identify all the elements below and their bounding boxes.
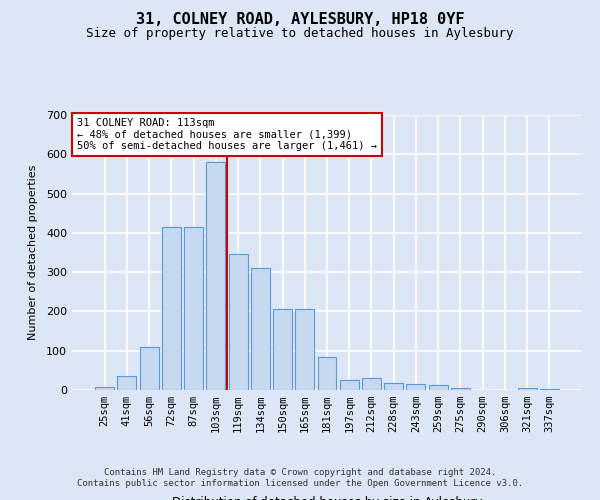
Bar bbox=[406, 384, 425, 390]
Bar bbox=[540, 389, 559, 390]
Bar bbox=[251, 268, 270, 390]
Text: 31 COLNEY ROAD: 113sqm
← 48% of detached houses are smaller (1,399)
50% of semi-: 31 COLNEY ROAD: 113sqm ← 48% of detached… bbox=[77, 118, 377, 151]
Bar bbox=[451, 388, 470, 390]
Bar bbox=[340, 380, 359, 390]
Bar bbox=[295, 310, 314, 390]
Bar bbox=[518, 388, 536, 390]
Text: 31, COLNEY ROAD, AYLESBURY, HP18 0YF: 31, COLNEY ROAD, AYLESBURY, HP18 0YF bbox=[136, 12, 464, 28]
Y-axis label: Number of detached properties: Number of detached properties bbox=[28, 165, 38, 340]
Bar bbox=[229, 254, 248, 390]
Bar bbox=[362, 378, 381, 390]
Bar bbox=[184, 227, 203, 390]
Bar bbox=[206, 162, 225, 390]
Text: Contains HM Land Registry data © Crown copyright and database right 2024.
Contai: Contains HM Land Registry data © Crown c… bbox=[77, 468, 523, 487]
Bar bbox=[384, 383, 403, 390]
Bar bbox=[162, 227, 181, 390]
Bar bbox=[317, 356, 337, 390]
Bar bbox=[118, 376, 136, 390]
Bar bbox=[140, 347, 158, 390]
Text: Size of property relative to detached houses in Aylesbury: Size of property relative to detached ho… bbox=[86, 28, 514, 40]
Bar bbox=[273, 310, 292, 390]
X-axis label: Distribution of detached houses by size in Aylesbury: Distribution of detached houses by size … bbox=[172, 496, 482, 500]
Bar bbox=[95, 387, 114, 390]
Bar bbox=[429, 386, 448, 390]
